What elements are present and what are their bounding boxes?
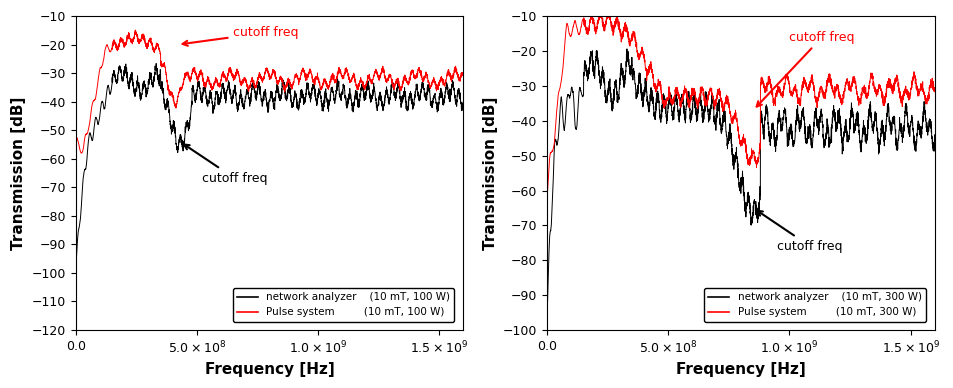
- X-axis label: Frequency [Hz]: Frequency [Hz]: [205, 362, 335, 377]
- Text: cutoff freq: cutoff freq: [757, 211, 841, 253]
- X-axis label: Frequency [Hz]: Frequency [Hz]: [676, 362, 805, 377]
- Y-axis label: Transmission [dB]: Transmission [dB]: [11, 96, 26, 250]
- Y-axis label: Transmission [dB]: Transmission [dB]: [482, 96, 497, 250]
- Text: cutoff freq: cutoff freq: [182, 26, 298, 46]
- Text: cutoff freq: cutoff freq: [184, 144, 267, 185]
- Text: cutoff freq: cutoff freq: [756, 31, 854, 107]
- Legend: network analyzer    (10 mT, 300 W), Pulse system         (10 mT, 300 W): network analyzer (10 mT, 300 W), Pulse s…: [703, 288, 924, 322]
- Legend: network analyzer    (10 mT, 100 W), Pulse system         (10 mT, 100 W): network analyzer (10 mT, 100 W), Pulse s…: [233, 288, 454, 322]
